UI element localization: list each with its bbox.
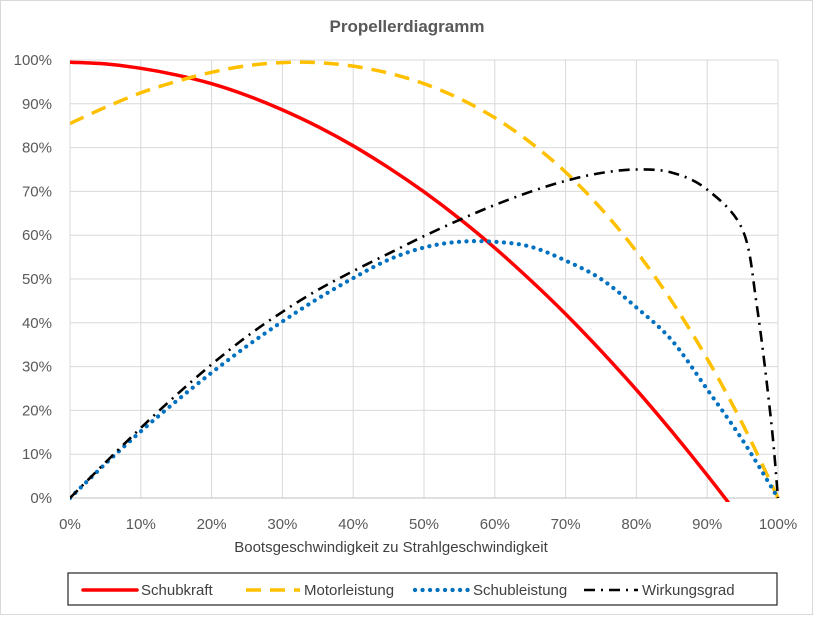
x-tick-label: 80%: [621, 516, 651, 533]
y-tick-label: 70%: [22, 183, 52, 200]
y-tick-label: 10%: [22, 446, 52, 463]
x-tick-label: 0%: [59, 516, 81, 533]
y-tick-label: 30%: [22, 359, 52, 376]
x-tick-label: 40%: [338, 516, 368, 533]
x-tick-label: 20%: [197, 516, 227, 533]
axis-layer: 0% 10% 20% 30% 40% 50% 60% 70% 80% 90% 100% 0% 10% 20…: [14, 52, 798, 533]
legend-label-schubkraft: Schubkraft: [141, 582, 214, 599]
chart-title: Propellerdiagramm: [330, 17, 485, 36]
x-tick-label: 10%: [126, 516, 156, 533]
y-tick-label: 90%: [22, 96, 52, 113]
x-tick-label: 70%: [551, 516, 581, 533]
y-tick-label: 20%: [22, 402, 52, 419]
x-axis-label: Bootsgeschwindigkeit zu Strahlgeschwindi…: [234, 539, 548, 556]
legend-label-schubleistung: Schubleistung: [473, 582, 567, 599]
y-tick-label: 100%: [14, 52, 52, 69]
legend-label-motorleistung: Motorleistung: [304, 582, 394, 599]
x-tick-label: 90%: [692, 516, 722, 533]
x-tick-label: 50%: [409, 516, 439, 533]
x-tick-label: 30%: [267, 516, 297, 533]
y-tick-label: 60%: [22, 227, 52, 244]
legend-label-wirkungsgrad: Wirkungsgrad: [642, 582, 735, 599]
y-tick-label: 50%: [22, 271, 52, 288]
y-tick-label: 80%: [22, 140, 52, 157]
y-tick-label: 40%: [22, 315, 52, 332]
x-tick-label: 60%: [480, 516, 510, 533]
x-tick-label: 100%: [759, 516, 797, 533]
legend: Schubkraft Motorleistung Schubleistung Wirk…: [68, 573, 777, 605]
y-tick-label: 0%: [30, 490, 52, 507]
